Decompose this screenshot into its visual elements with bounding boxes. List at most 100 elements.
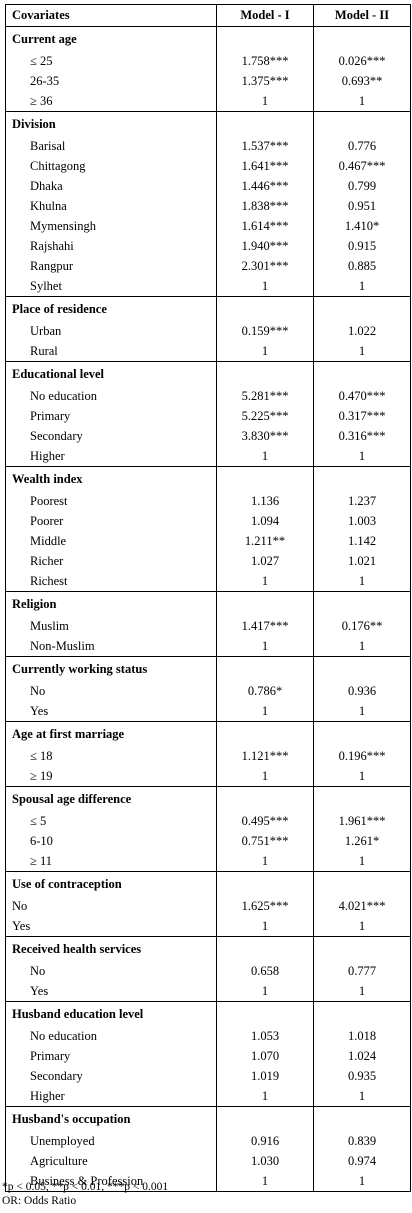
table-row: 6-10 0.751*** 1.261*	[5, 831, 411, 851]
model-1-value: 1.027	[216, 551, 314, 571]
row-label: Poorer	[5, 511, 217, 531]
empty-cell	[216, 296, 314, 321]
table-row: ≤ 5 0.495*** 1.961***	[5, 811, 411, 831]
empty-cell	[216, 656, 314, 681]
group-title: Received health services	[5, 936, 217, 961]
row-label: Business & Profession	[5, 1171, 217, 1192]
empty-cell	[216, 466, 314, 491]
row-label: Unemployed	[5, 1131, 217, 1151]
model-1-value: 1.758***	[216, 51, 314, 71]
model-2-value: 0.776	[313, 136, 411, 156]
table-row: Secondary 1.019 0.935	[5, 1066, 411, 1086]
model-1-value: 2.301***	[216, 256, 314, 276]
group-header-row: Age at first marriage	[5, 721, 411, 746]
row-label: Richest	[5, 571, 217, 592]
model-2-value: 1	[313, 446, 411, 467]
model-2-value: 0.974	[313, 1151, 411, 1171]
empty-cell	[313, 361, 411, 386]
model-2-value: 1	[313, 1086, 411, 1107]
group-title: Use of contraception	[5, 871, 217, 896]
group-title: Currently working status	[5, 656, 217, 681]
model-2-value: 1.021	[313, 551, 411, 571]
model-1-value: 1	[216, 446, 314, 467]
table-header: Covariates Model - I Model - II	[5, 4, 411, 27]
model-2-value: 1	[313, 1171, 411, 1192]
row-label: Dhaka	[5, 176, 217, 196]
empty-cell	[313, 26, 411, 51]
model-1-value: 0.916	[216, 1131, 314, 1151]
empty-cell	[216, 26, 314, 51]
model-1-value: 0.159***	[216, 321, 314, 341]
model-1-value: 1.940***	[216, 236, 314, 256]
model-1-value: 1.417***	[216, 616, 314, 636]
empty-cell	[313, 936, 411, 961]
row-label: No	[5, 961, 217, 981]
row-label: No	[5, 896, 217, 916]
row-label: Mymensingh	[5, 216, 217, 236]
group-title: Husband's occupation	[5, 1106, 217, 1131]
model-1-value: 1.121***	[216, 746, 314, 766]
empty-cell	[216, 361, 314, 386]
row-label: Rajshahi	[5, 236, 217, 256]
row-label: Agriculture	[5, 1151, 217, 1171]
table-row: Business & Profession 1 1	[5, 1171, 411, 1192]
row-label: Chittagong	[5, 156, 217, 176]
model-1-value: 1.641***	[216, 156, 314, 176]
group-title: Spousal age difference	[5, 786, 217, 811]
table-row: Richer 1.027 1.021	[5, 551, 411, 571]
model-2-value: 1	[313, 981, 411, 1002]
row-label: 6-10	[5, 831, 217, 851]
model-2-value: 1.024	[313, 1046, 411, 1066]
row-label: ≥ 11	[5, 851, 217, 872]
model-2-value: 0.915	[313, 236, 411, 256]
empty-cell	[216, 786, 314, 811]
group-title: Wealth index	[5, 466, 217, 491]
row-label: Muslim	[5, 616, 217, 636]
model-2-value: 0.693**	[313, 71, 411, 91]
row-label: Primary	[5, 406, 217, 426]
table-row: Middle 1.211** 1.142	[5, 531, 411, 551]
group-header-row: Place of residence	[5, 296, 411, 321]
model-2-value: 1	[313, 571, 411, 592]
empty-cell	[216, 871, 314, 896]
empty-cell	[216, 591, 314, 616]
model-1-value: 3.830***	[216, 426, 314, 446]
model-2-value: 0.799	[313, 176, 411, 196]
table-row: Muslim 1.417*** 0.176**	[5, 616, 411, 636]
model-2-value: 1	[313, 636, 411, 657]
group-title: Current age	[5, 26, 217, 51]
empty-cell	[313, 1001, 411, 1026]
row-label: ≤ 18	[5, 746, 217, 766]
model-2-value: 4.021***	[313, 896, 411, 916]
group-title: Husband education level	[5, 1001, 217, 1026]
empty-cell	[216, 1001, 314, 1026]
model-1-value: 1	[216, 571, 314, 592]
row-label: Barisal	[5, 136, 217, 156]
empty-cell	[216, 1106, 314, 1131]
model-1-value: 1.446***	[216, 176, 314, 196]
model-1-value: 1	[216, 341, 314, 362]
table-row: Agriculture 1.030 0.974	[5, 1151, 411, 1171]
table-row: ≥ 11 1 1	[5, 851, 411, 872]
row-label: Urban	[5, 321, 217, 341]
model-1-value: 1.094	[216, 511, 314, 531]
empty-cell	[313, 111, 411, 136]
group-header-row: Use of contraception	[5, 871, 411, 896]
row-label: ≥ 19	[5, 766, 217, 787]
group-header-row: Spousal age difference	[5, 786, 411, 811]
model-2-value: 1	[313, 91, 411, 112]
table-row: Chittagong 1.641*** 0.467***	[5, 156, 411, 176]
row-label: Secondary	[5, 1066, 217, 1086]
row-label: Primary	[5, 1046, 217, 1066]
model-1-value: 0.751***	[216, 831, 314, 851]
empty-cell	[313, 296, 411, 321]
model-2-value: 1.003	[313, 511, 411, 531]
table-row: Barisal 1.537*** 0.776	[5, 136, 411, 156]
row-label: Non-Muslim	[5, 636, 217, 657]
table-row: Higher 1 1	[5, 1086, 411, 1107]
model-1-value: 5.225***	[216, 406, 314, 426]
group-header-row: Educational level	[5, 361, 411, 386]
model-1-value: 1.030	[216, 1151, 314, 1171]
table-row: ≤ 18 1.121*** 0.196***	[5, 746, 411, 766]
model-2-value: 1	[313, 701, 411, 722]
